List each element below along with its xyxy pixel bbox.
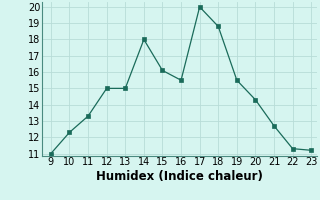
X-axis label: Humidex (Indice chaleur): Humidex (Indice chaleur)	[96, 170, 263, 183]
